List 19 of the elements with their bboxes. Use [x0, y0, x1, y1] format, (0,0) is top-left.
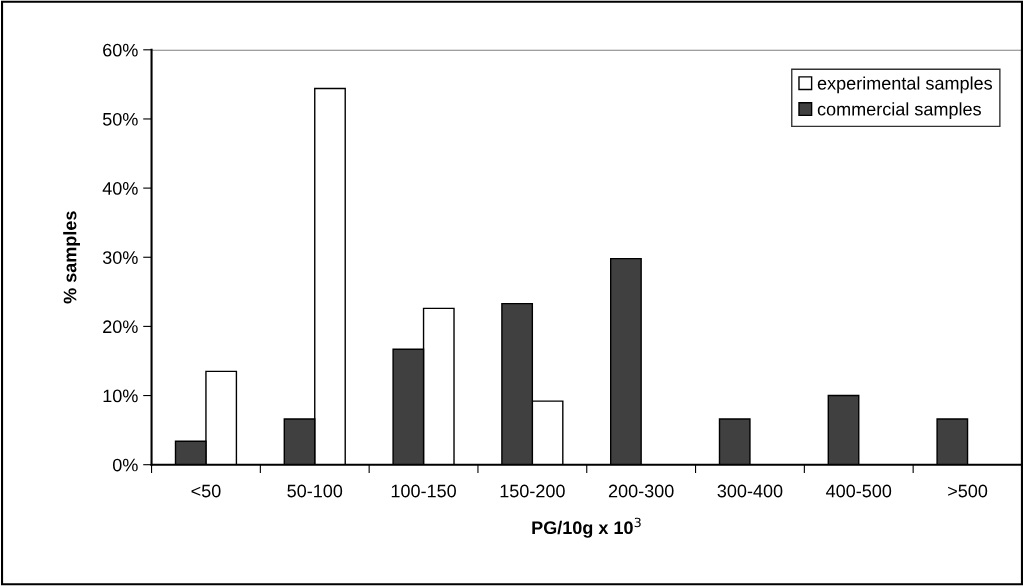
- x-tick-label: 100-150: [391, 484, 456, 498]
- y-tick-label: 40%: [102, 182, 138, 195]
- y-tick-label: 10%: [103, 389, 138, 403]
- x-tick-label: 300-400: [717, 484, 783, 498]
- y-tick-label: 20%: [103, 320, 138, 334]
- x-axis-title: PG/10g x 10$^{3}$: [532, 517, 641, 538]
- y-tick-label: 30%: [102, 251, 138, 264]
- x-tick-label: <50: [191, 484, 221, 498]
- x-tick-label: >500: [948, 484, 988, 498]
- y-axis-title: % samples: [63, 211, 80, 304]
- x-tick-label: 200-300: [608, 484, 674, 498]
- legend-label: experimental samples: [817, 76, 993, 94]
- y-tick-label: 60%: [103, 43, 138, 57]
- y-tick-label: 0%: [112, 458, 138, 472]
- x-tick-label: 50-100: [287, 484, 343, 498]
- x-tick-label: 150-200: [500, 484, 565, 498]
- y-tick-label: 50%: [102, 112, 138, 126]
- legend-label: commercial samples: [817, 102, 981, 120]
- x-tick-label: 400-500: [826, 484, 892, 498]
